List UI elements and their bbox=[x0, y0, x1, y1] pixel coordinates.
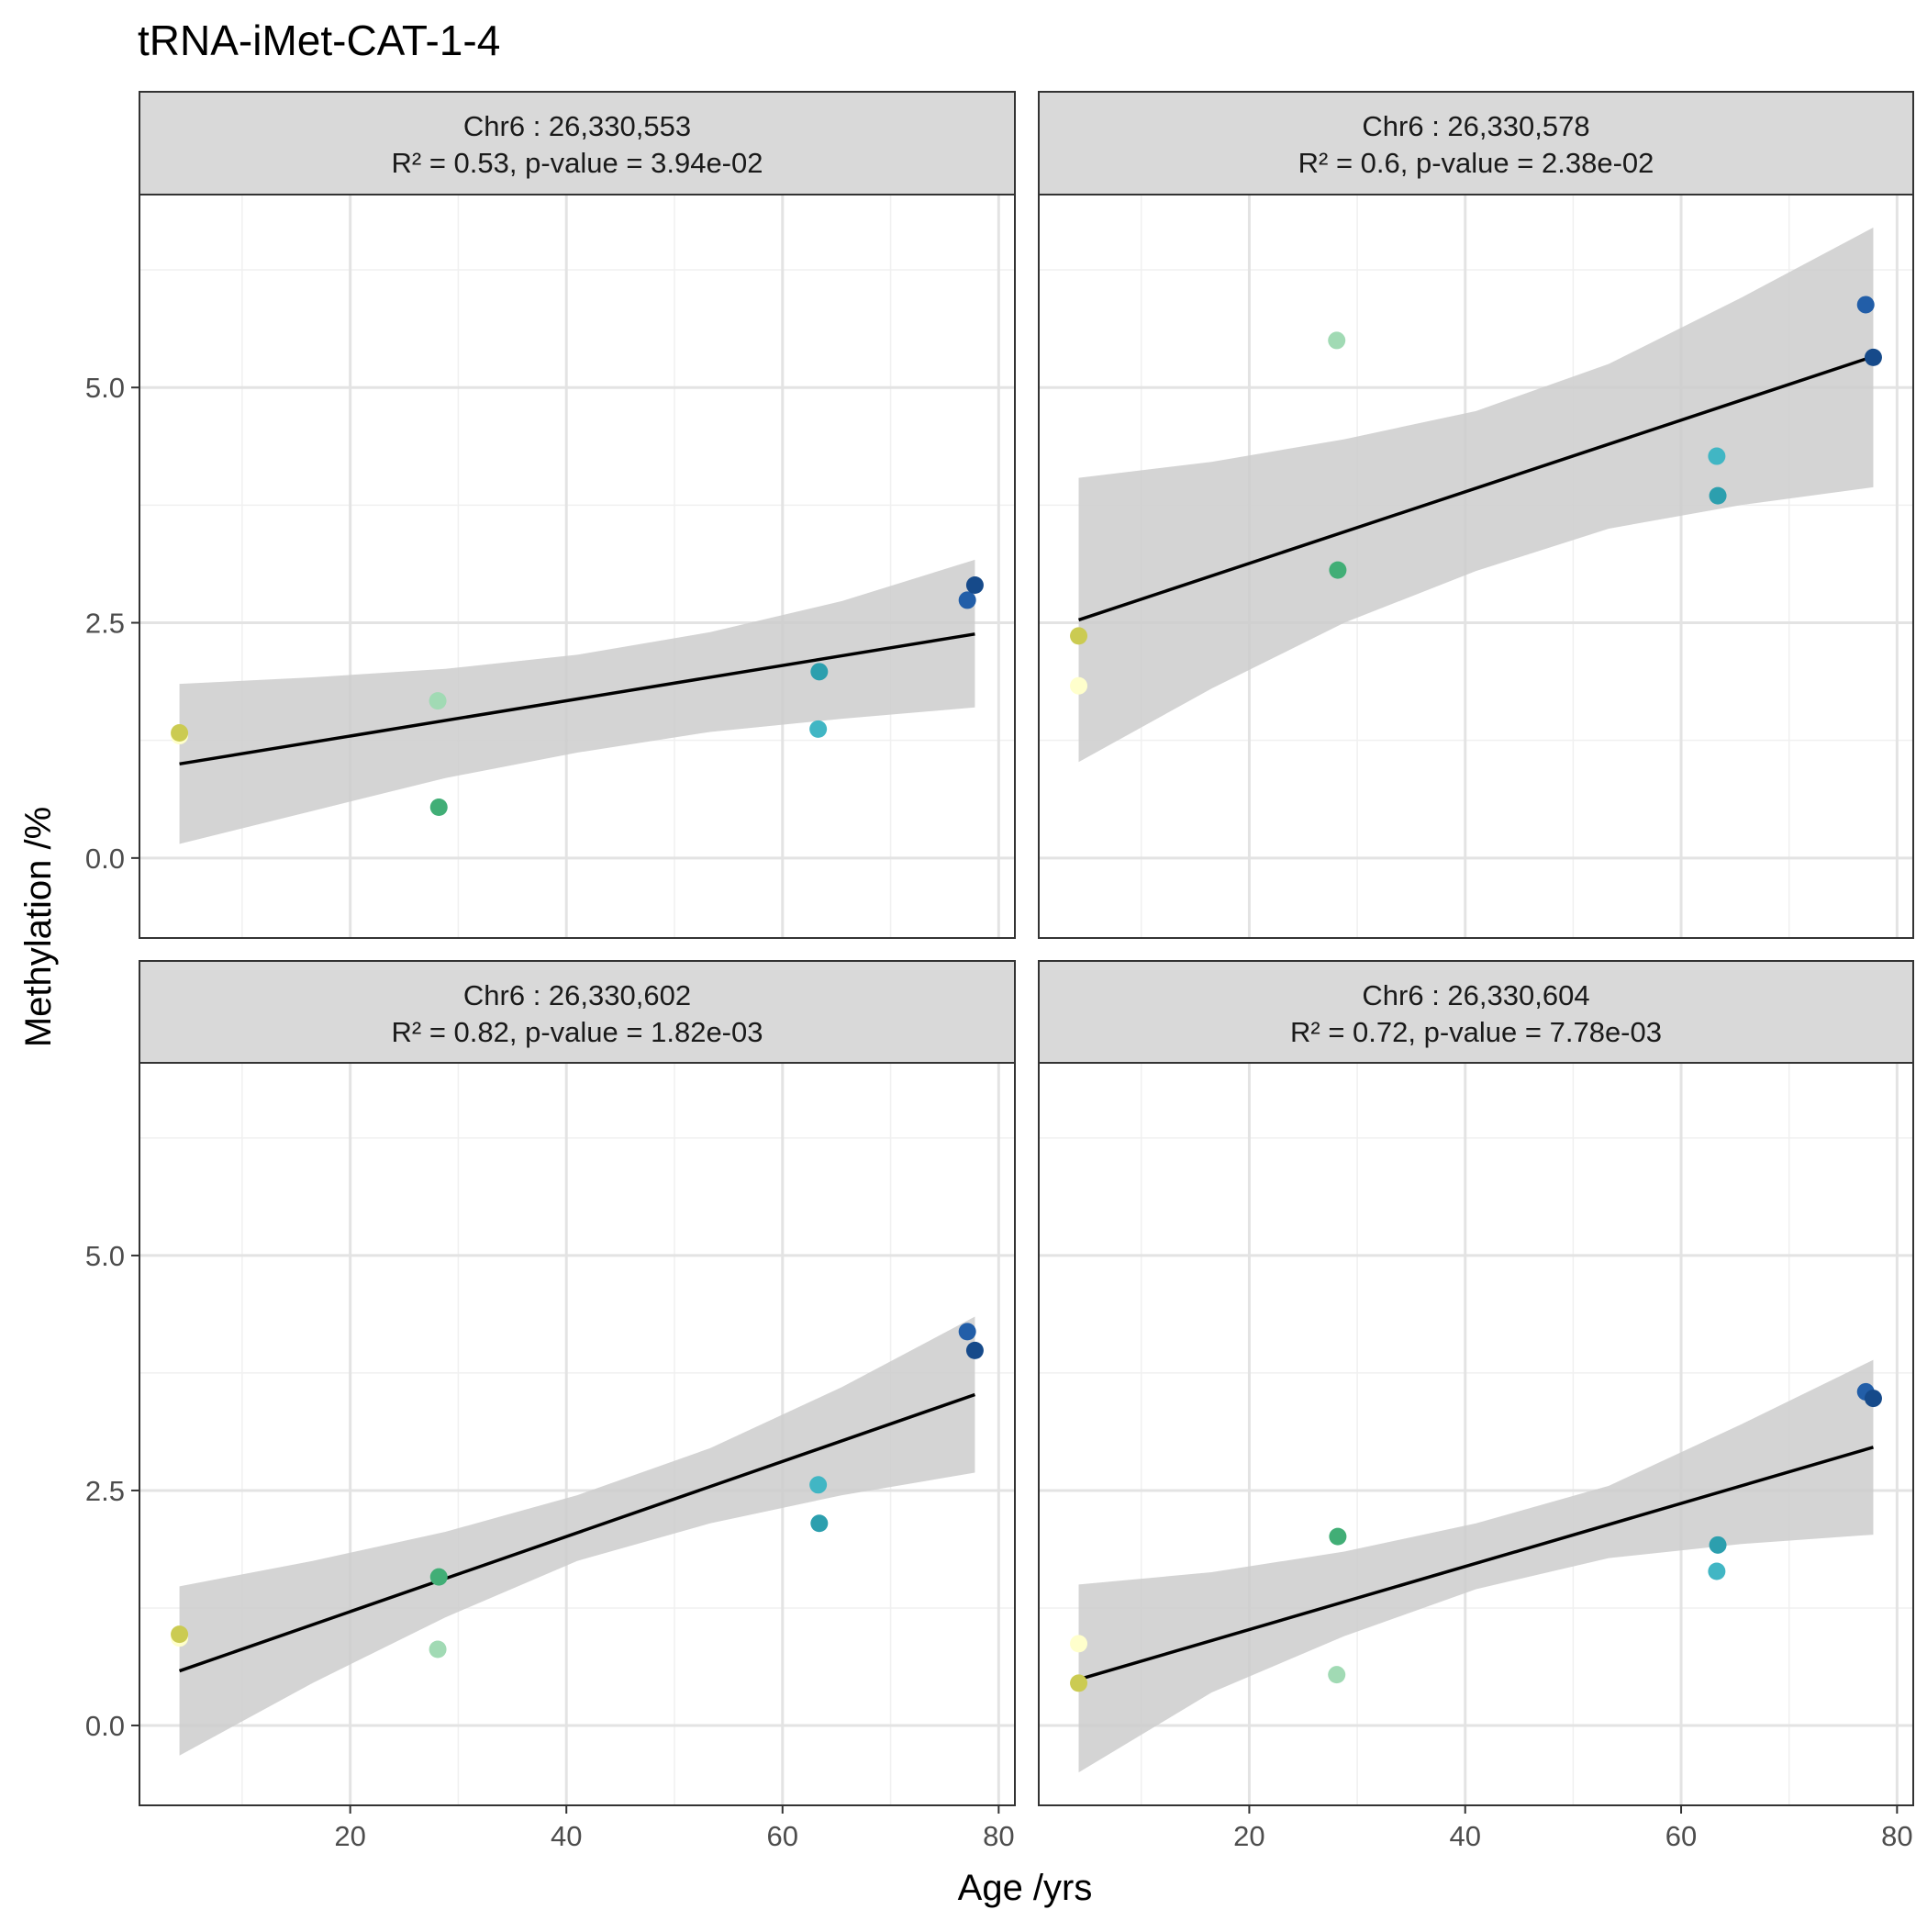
y-tick-label: 5.0 bbox=[85, 372, 125, 404]
x-tick-label: 80 bbox=[1881, 1820, 1912, 1852]
x-axis-title: Age /yrs bbox=[958, 1868, 1093, 1908]
data-point bbox=[1329, 1527, 1347, 1546]
strip-label-stats: R² = 0.6, p-value = 2.38e-02 bbox=[1298, 147, 1654, 179]
strip-background bbox=[139, 960, 1016, 1064]
data-point bbox=[809, 720, 828, 738]
y-tick-label: 0.0 bbox=[85, 843, 125, 875]
y-tick-label: 2.5 bbox=[85, 608, 125, 640]
data-point bbox=[965, 576, 984, 595]
data-point bbox=[429, 1568, 448, 1586]
y-tick-label: 2.5 bbox=[85, 1475, 125, 1507]
confidence-ribbon bbox=[1078, 227, 1874, 763]
strip-label-stats: R² = 0.72, p-value = 7.78e-03 bbox=[1290, 1016, 1662, 1048]
data-point bbox=[171, 1625, 189, 1644]
x-tick-label: 20 bbox=[1233, 1820, 1264, 1852]
regression-line bbox=[179, 632, 975, 766]
confidence-ribbon bbox=[179, 559, 975, 844]
data-point bbox=[1070, 676, 1088, 695]
data-point bbox=[810, 1514, 829, 1533]
data-point bbox=[1709, 486, 1727, 505]
y-axis-title: Methylation /% bbox=[18, 807, 59, 1047]
data-point bbox=[171, 723, 189, 742]
regression-line bbox=[179, 1392, 975, 1673]
panels-layer: Chr6 : 26,330,553 R² = 0.53, p-value = 3.… bbox=[85, 91, 1914, 1852]
strip-background bbox=[1038, 91, 1914, 195]
y-tick-label: 5.0 bbox=[85, 1240, 125, 1272]
data-point bbox=[1070, 1674, 1088, 1692]
panel-border bbox=[1038, 1062, 1914, 1806]
regression-line bbox=[1078, 1446, 1874, 1681]
strip-label-position: Chr6 : 26,330,604 bbox=[1362, 979, 1589, 1011]
data-point bbox=[1856, 296, 1875, 314]
strip-label-position: Chr6 : 26,330,578 bbox=[1362, 110, 1589, 142]
data-point bbox=[1708, 1562, 1726, 1580]
x-tick-label: 40 bbox=[551, 1820, 582, 1852]
strip-label-position: Chr6 : 26,330,602 bbox=[463, 979, 691, 1011]
confidence-ribbon bbox=[179, 1316, 975, 1756]
data-point bbox=[1329, 561, 1347, 579]
panel-4: Chr6 : 26,330,604 R² = 0.72, p-value = 7.… bbox=[1038, 960, 1914, 1852]
plot-background bbox=[139, 195, 1015, 938]
regression-line bbox=[1077, 354, 1875, 622]
strip-label-stats: R² = 0.82, p-value = 1.82e-03 bbox=[392, 1016, 763, 1048]
data-point bbox=[1864, 1390, 1882, 1408]
data-point bbox=[1864, 348, 1882, 366]
y-tick-label: 0.0 bbox=[85, 1710, 125, 1742]
panel-1: Chr6 : 26,330,553 R² = 0.53, p-value = 3.… bbox=[85, 91, 1016, 939]
panel-border bbox=[139, 1062, 1016, 1806]
data-point bbox=[429, 692, 447, 710]
chart-title: tRNA-iMet-CAT-1-4 bbox=[138, 17, 500, 64]
x-tick-label: 60 bbox=[767, 1820, 798, 1852]
strip-label-position: Chr6 : 26,330,553 bbox=[463, 110, 691, 142]
x-tick-label: 80 bbox=[983, 1820, 1014, 1852]
data-point bbox=[958, 591, 976, 609]
data-point bbox=[809, 1476, 828, 1494]
data-point bbox=[810, 663, 829, 681]
panel-3: Chr6 : 26,330,602 R² = 0.82, p-value = 1.… bbox=[85, 960, 1016, 1852]
data-point bbox=[1708, 447, 1726, 465]
panel-border bbox=[1038, 194, 1914, 939]
data-point bbox=[1070, 627, 1088, 645]
data-point bbox=[1328, 331, 1346, 350]
data-point bbox=[429, 1640, 447, 1658]
data-point bbox=[965, 1341, 984, 1359]
x-tick-label: 40 bbox=[1449, 1820, 1480, 1852]
x-tick-label: 60 bbox=[1665, 1820, 1697, 1852]
data-point bbox=[429, 798, 448, 816]
data-point bbox=[958, 1323, 976, 1341]
confidence-ribbon bbox=[1078, 1359, 1874, 1773]
strip-background bbox=[139, 91, 1016, 195]
panel-border bbox=[139, 194, 1016, 939]
strip-background bbox=[1038, 960, 1914, 1064]
panel-2: Chr6 : 26,330,578 R² = 0.6, p-value = 2.3… bbox=[1038, 91, 1914, 939]
data-point bbox=[1328, 1666, 1346, 1684]
data-point bbox=[1070, 1635, 1088, 1653]
x-tick-label: 20 bbox=[334, 1820, 365, 1852]
strip-label-stats: R² = 0.53, p-value = 3.94e-02 bbox=[392, 147, 763, 179]
data-point bbox=[1709, 1536, 1727, 1554]
